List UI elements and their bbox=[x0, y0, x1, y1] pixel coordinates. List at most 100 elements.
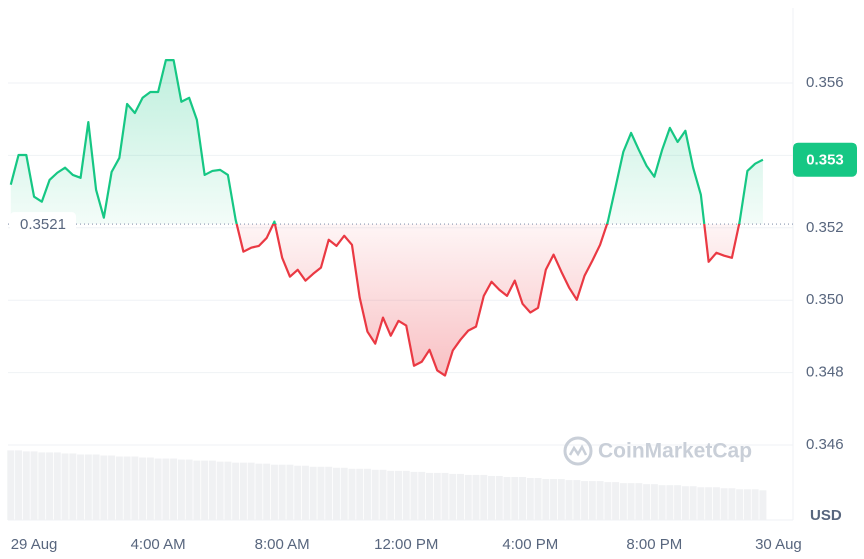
volume-bar bbox=[674, 485, 682, 520]
watermark: CoinMarketCap bbox=[563, 436, 752, 466]
volume-bar bbox=[573, 480, 581, 520]
volume-bar bbox=[666, 485, 674, 520]
volume-bar bbox=[596, 481, 604, 520]
volume-bar bbox=[177, 459, 185, 520]
y-tick-label: 0.352 bbox=[806, 219, 844, 236]
volume-bar bbox=[418, 471, 426, 520]
volume-bar bbox=[53, 452, 61, 520]
baseline-label-box bbox=[10, 212, 76, 237]
volume-bar bbox=[511, 476, 519, 520]
volume-bar bbox=[46, 452, 54, 520]
volume-bar bbox=[108, 455, 116, 520]
volume-bar bbox=[635, 483, 643, 520]
volume-bar bbox=[371, 469, 379, 520]
watermark-text: CoinMarketCap bbox=[598, 440, 752, 463]
x-tick-label: 8:00 AM bbox=[255, 536, 310, 553]
price-line bbox=[9, 59, 764, 377]
volume-bar bbox=[294, 465, 302, 520]
volume-bar bbox=[689, 486, 697, 520]
volume-bar bbox=[162, 458, 170, 520]
volume-bar bbox=[239, 462, 247, 520]
volume-bar bbox=[270, 464, 278, 520]
volume-bar bbox=[84, 454, 92, 520]
volume-bar bbox=[154, 458, 162, 520]
volume-bar bbox=[581, 481, 589, 520]
volume-bar bbox=[681, 486, 689, 520]
volume-bar bbox=[658, 485, 666, 520]
baseline-label: 0.3521 bbox=[20, 216, 66, 233]
volume-bar bbox=[61, 453, 69, 520]
volume-bar bbox=[255, 463, 263, 520]
volume-bar bbox=[115, 456, 123, 520]
volume-bar bbox=[340, 467, 348, 520]
volume-bar bbox=[317, 466, 325, 520]
volume-bar bbox=[69, 453, 77, 520]
volume-bar bbox=[488, 475, 496, 520]
volume-bar bbox=[751, 489, 759, 520]
volume-bar bbox=[146, 457, 154, 520]
volume-bar bbox=[309, 466, 317, 520]
volume-bar bbox=[410, 471, 418, 520]
volume-bar bbox=[604, 482, 612, 520]
volume-bar bbox=[449, 473, 457, 520]
volume-bar bbox=[332, 467, 340, 520]
volume-bar bbox=[263, 463, 271, 520]
volume-bar bbox=[348, 468, 356, 520]
volume-bar bbox=[22, 451, 30, 520]
volume-bar bbox=[170, 458, 178, 520]
volume-bar bbox=[185, 459, 193, 520]
x-tick-label: 12:00 PM bbox=[374, 536, 438, 553]
volume-bar bbox=[38, 452, 46, 520]
volume-bar bbox=[301, 465, 309, 520]
volume-bar bbox=[534, 478, 542, 520]
volume-bar bbox=[627, 483, 635, 520]
volume-bar bbox=[201, 460, 209, 520]
volume-bar bbox=[736, 489, 744, 520]
volume-bar bbox=[526, 478, 534, 520]
volume-bar bbox=[15, 450, 23, 520]
volume-bar bbox=[457, 473, 465, 520]
volume-bar bbox=[542, 479, 550, 520]
x-tick-label: 4:00 PM bbox=[502, 536, 558, 553]
volume-bar bbox=[356, 468, 364, 520]
volume-bar bbox=[495, 475, 503, 520]
volume-bar bbox=[216, 461, 224, 520]
volume-bar bbox=[100, 455, 108, 520]
volume-bar bbox=[720, 488, 728, 520]
volume-bar bbox=[619, 483, 627, 520]
volume-bar bbox=[193, 460, 201, 520]
volume-bar bbox=[464, 474, 472, 520]
volume-bar bbox=[712, 487, 720, 520]
volume-bar bbox=[705, 487, 713, 520]
volume-bar bbox=[565, 480, 573, 520]
y-tick-label: 0.356 bbox=[806, 74, 844, 91]
volume-bar bbox=[612, 482, 620, 520]
volume-bar bbox=[728, 488, 736, 520]
volume-bar bbox=[557, 479, 565, 520]
volume-bar bbox=[286, 464, 294, 520]
volume-bar bbox=[643, 484, 651, 520]
volume-bar bbox=[650, 484, 658, 520]
x-tick-label: 29 Aug bbox=[11, 536, 58, 553]
volume-bar bbox=[363, 468, 371, 520]
volume-bar bbox=[224, 461, 232, 520]
volume-bar bbox=[472, 474, 480, 520]
x-tick-label: 30 Aug bbox=[755, 536, 802, 553]
x-tick-label: 8:00 PM bbox=[626, 536, 682, 553]
volume-bar bbox=[77, 454, 85, 520]
volume-bar bbox=[441, 472, 449, 520]
volume-bar bbox=[394, 470, 402, 520]
volume-bar bbox=[426, 472, 433, 520]
volume-bar bbox=[480, 474, 488, 520]
volume-bar bbox=[433, 472, 441, 520]
volume-bar bbox=[232, 462, 240, 520]
volume-bar bbox=[123, 456, 131, 520]
volume-bar bbox=[743, 489, 751, 520]
volume-bar bbox=[387, 470, 395, 520]
volume-bar bbox=[503, 476, 511, 520]
volume-bar bbox=[325, 466, 333, 520]
volume-bar bbox=[759, 490, 767, 520]
volume-bar bbox=[588, 481, 596, 520]
volume-bar bbox=[402, 470, 410, 520]
